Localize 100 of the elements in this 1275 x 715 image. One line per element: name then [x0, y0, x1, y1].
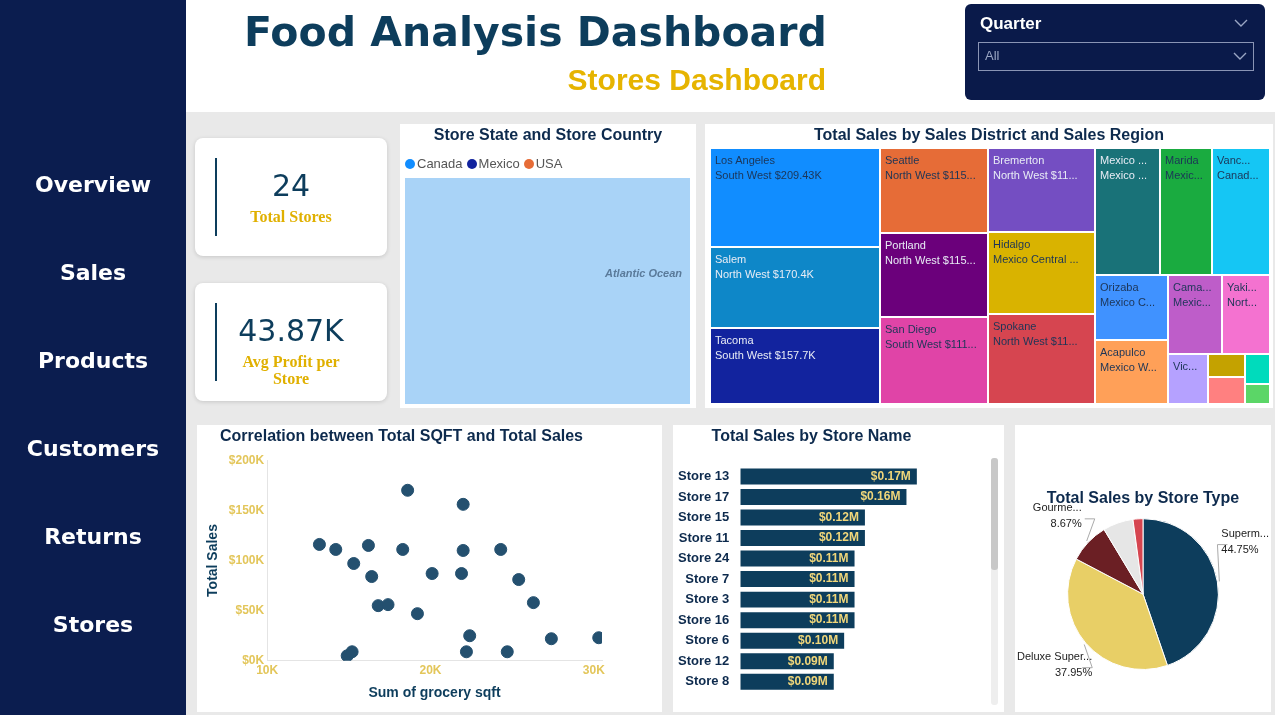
y-tick-label: Store 7 [685, 570, 730, 586]
text: Quarter [980, 14, 1042, 33]
bar [740, 468, 917, 485]
category-label: Orizaba [1100, 281, 1139, 293]
point [396, 542, 410, 556]
data-label: $0.12M [818, 530, 859, 545]
point [347, 557, 361, 571]
category-label: Salem [715, 253, 747, 265]
text: North West $115... [885, 254, 976, 266]
category-label: Bremerton [993, 154, 1045, 166]
data-label: $0.09M [787, 653, 828, 668]
text: Mexico Central ... [993, 253, 1079, 265]
category-label: Tacoma [715, 334, 754, 346]
category-label: Yaki... [1227, 281, 1257, 293]
data-label: 8.67% [1050, 516, 1082, 529]
category-label: Marida [1165, 154, 1199, 166]
slice-label: Superm... [1221, 526, 1269, 539]
text: Nort... [1227, 296, 1257, 308]
legend-label: Canada [417, 156, 463, 171]
text: Stores [52, 612, 134, 637]
data-label: $0.17M [870, 468, 911, 483]
slice-label: Deluxe Super... [1016, 649, 1093, 662]
text: Food Analysis Dashboard [244, 8, 827, 56]
y-tick-label: $150K [228, 502, 265, 517]
x-tick-label: 20K [419, 663, 442, 678]
text: Returns [44, 524, 142, 549]
data-label: 44.75% [1221, 542, 1259, 555]
y-tick-label: Store 3 [685, 591, 730, 607]
text: 24 [271, 168, 311, 203]
text: North West $11... [993, 335, 1078, 347]
text: Customers [26, 436, 160, 461]
point [463, 629, 477, 643]
chart-title: Correlation between Total SQFT and Total Sales [219, 427, 584, 445]
data-label: $0.12M [818, 509, 859, 524]
legend-label: USA [535, 156, 563, 171]
point [345, 645, 359, 659]
y-tick-label: Store 13 [677, 468, 730, 484]
point [410, 607, 424, 621]
text: South West $209.43K [715, 169, 822, 181]
text: Products [37, 348, 149, 373]
data-label: 37.95% [1054, 665, 1093, 678]
point [494, 542, 508, 556]
text: 43.87K [238, 313, 344, 348]
text: Sales [59, 260, 127, 285]
y-tick-label: Store 11 [678, 529, 730, 545]
text: Stores Dashboard [567, 63, 826, 96]
category-label: Cama... [1173, 281, 1212, 293]
text: Mexic... [1173, 296, 1211, 308]
data-label: $0.16M [860, 489, 901, 504]
data-label: $0.09M [787, 674, 828, 689]
y-tick-label: $200K [228, 452, 265, 467]
x-tick-label: 30K [582, 663, 606, 678]
y-tick-label: Store 8 [685, 673, 730, 689]
category-label: San Diego [885, 323, 937, 335]
text: Atlantic Ocean [605, 267, 683, 279]
legend-label: Mexico [478, 156, 520, 171]
point [401, 483, 415, 497]
point [544, 632, 558, 646]
data-label: $0.11M [809, 612, 849, 627]
text: Avg Profit per Store [242, 353, 340, 387]
text: North West $11... [993, 169, 1078, 181]
category-label: Los Angeles [715, 154, 775, 166]
text: All [985, 48, 1000, 63]
text: Mexico ... [1100, 169, 1148, 181]
y-tick-label: Store 6 [685, 632, 730, 648]
text: Mexic... [1165, 169, 1203, 181]
text: Overview [35, 172, 151, 197]
point [512, 573, 526, 587]
point [425, 567, 439, 581]
point [329, 542, 343, 556]
category-label: Acapulco [1100, 346, 1146, 358]
data-label: $0.11M [809, 591, 849, 606]
data-label: $0.11M [809, 550, 849, 565]
category-label: Seattle [885, 154, 920, 166]
category-label: Mexico ... [1100, 154, 1148, 166]
category-label: Vanc... [1217, 154, 1251, 166]
text: Canad... [1217, 169, 1259, 181]
text: North West $115... [885, 169, 976, 181]
category-label: Hidalgo [993, 238, 1031, 250]
text: North West $170.4K [715, 268, 814, 280]
point [312, 537, 326, 551]
y-tick-label: Store 24 [677, 550, 731, 566]
y-tick-label: $100K [228, 552, 265, 567]
point [456, 497, 470, 511]
point [526, 596, 540, 610]
category-label: Spokane [993, 320, 1037, 332]
text: South West $111... [885, 338, 977, 350]
text: Mexico W... [1100, 361, 1157, 373]
data-label: $0.11M [809, 571, 849, 586]
x-tick-label: 10K [256, 663, 279, 678]
category-label: Portland [885, 239, 926, 251]
text: South West $157.7K [715, 349, 816, 361]
point [381, 598, 395, 612]
point [455, 567, 469, 581]
x-axis-title: Sum of grocery sqft [368, 684, 502, 701]
point [365, 570, 379, 584]
y-tick-label: Store 15 [677, 509, 730, 525]
data-label: $0.10M [798, 632, 839, 647]
y-tick-label: Store 16 [677, 611, 730, 627]
point [456, 543, 470, 557]
